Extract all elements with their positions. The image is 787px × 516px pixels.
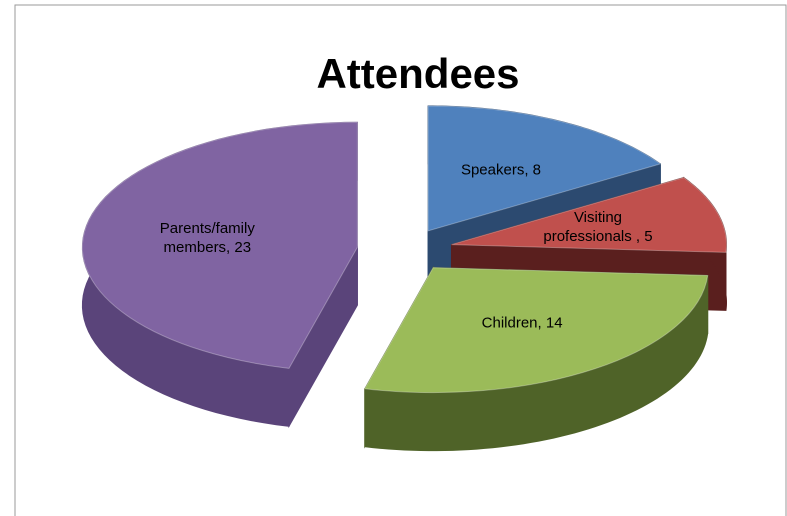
data-label: Parents/family members, 23	[160, 220, 256, 256]
data-label-line: Children, 14	[482, 314, 563, 331]
data-label: Children, 14	[482, 314, 563, 331]
data-label-line: Speakers, 8	[461, 162, 541, 179]
data-label: Speakers, 8	[461, 162, 541, 179]
slice	[364, 267, 709, 394]
data-label-line: Parents/family	[160, 220, 256, 237]
data-label-line: members, 23	[164, 239, 252, 256]
data-label: Visiting professionals , 5	[543, 209, 652, 245]
data-label-line: professionals , 5	[543, 228, 652, 245]
slice	[451, 177, 727, 253]
data-label-line: Visiting	[574, 209, 622, 226]
slice	[81, 121, 358, 369]
chart-title: Attendees	[316, 50, 519, 97]
slice-tops	[81, 105, 727, 394]
slice	[427, 105, 662, 232]
